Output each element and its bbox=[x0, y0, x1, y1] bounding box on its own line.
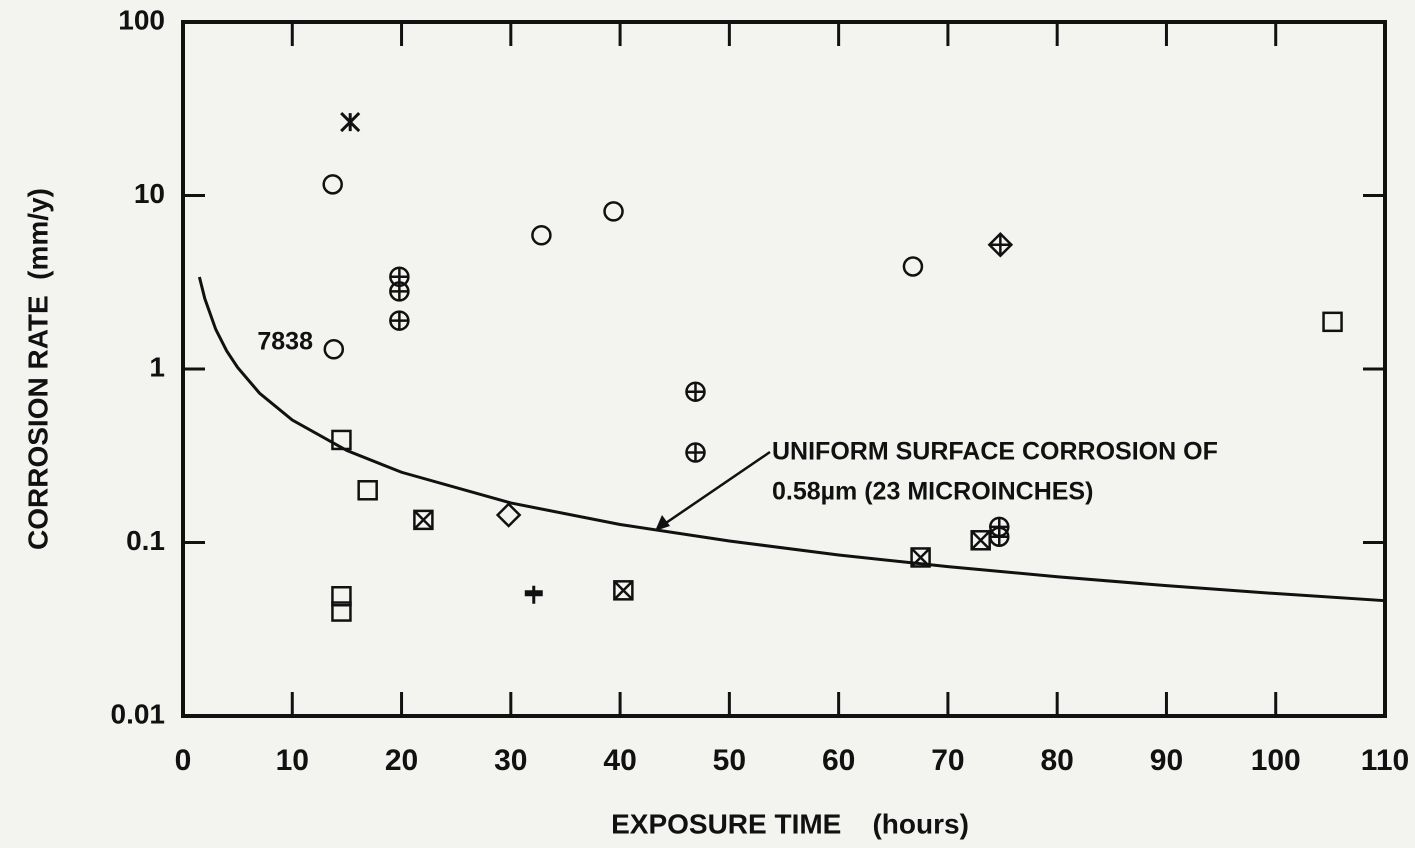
point bbox=[531, 225, 552, 246]
marker-detail bbox=[686, 382, 705, 401]
y-tick-label: 0.01 bbox=[111, 698, 166, 729]
x-tick-label: 60 bbox=[822, 744, 855, 777]
point bbox=[322, 174, 343, 195]
point bbox=[323, 338, 345, 360]
marker-detail bbox=[686, 443, 705, 462]
curve bbox=[197, 276, 1386, 603]
arrow-head bbox=[655, 515, 670, 531]
point bbox=[413, 509, 434, 531]
x-tick-label: 110 bbox=[1361, 744, 1409, 777]
annotation: UNIFORM SURFACE CORROSION OF bbox=[772, 438, 1218, 466]
y-tick-label: 100 bbox=[118, 4, 165, 35]
marker-detail bbox=[390, 311, 409, 330]
y-axis-label: CORROSION RATE (mm/y) bbox=[22, 188, 53, 550]
point bbox=[970, 530, 991, 551]
annotation: 0.58µm (23 MICROINCHES) bbox=[772, 478, 1093, 506]
x-tick-label: 50 bbox=[713, 744, 746, 777]
x-tick-label: 10 bbox=[276, 744, 309, 777]
point bbox=[902, 256, 924, 277]
point bbox=[1322, 311, 1343, 333]
point bbox=[340, 112, 361, 133]
x-tick-label: 20 bbox=[385, 744, 418, 777]
x-tick-label: 0 bbox=[175, 744, 192, 777]
x-tick-label: 30 bbox=[494, 744, 527, 777]
point bbox=[613, 580, 634, 601]
plot-frame bbox=[181, 20, 1387, 718]
point bbox=[331, 586, 352, 607]
y-tick-label: 0.1 bbox=[126, 525, 165, 556]
point bbox=[495, 502, 522, 528]
point bbox=[910, 547, 931, 568]
x-axis-label: EXPOSURE TIME (hours) bbox=[611, 808, 969, 839]
point bbox=[603, 201, 624, 222]
y-tick-label: 10 bbox=[134, 178, 165, 209]
point bbox=[524, 585, 543, 604]
marker-detail bbox=[613, 580, 634, 601]
x-tick-label: 100 bbox=[1251, 744, 1301, 777]
y-tick-label: 1 bbox=[149, 351, 165, 382]
x-tick-label: 70 bbox=[931, 744, 964, 777]
annotation-arrow bbox=[659, 450, 771, 529]
point bbox=[331, 601, 352, 622]
x-tick-label: 80 bbox=[1040, 744, 1073, 777]
marker-detail bbox=[413, 510, 434, 530]
point bbox=[357, 480, 378, 501]
marker-detail bbox=[990, 527, 1009, 546]
marker-detail bbox=[989, 233, 1012, 256]
annotation: 7838 bbox=[257, 328, 313, 356]
x-tick-label: 90 bbox=[1150, 744, 1183, 777]
x-tick-label: 40 bbox=[603, 744, 636, 777]
marker-detail bbox=[390, 282, 409, 301]
marker-detail bbox=[970, 530, 991, 551]
